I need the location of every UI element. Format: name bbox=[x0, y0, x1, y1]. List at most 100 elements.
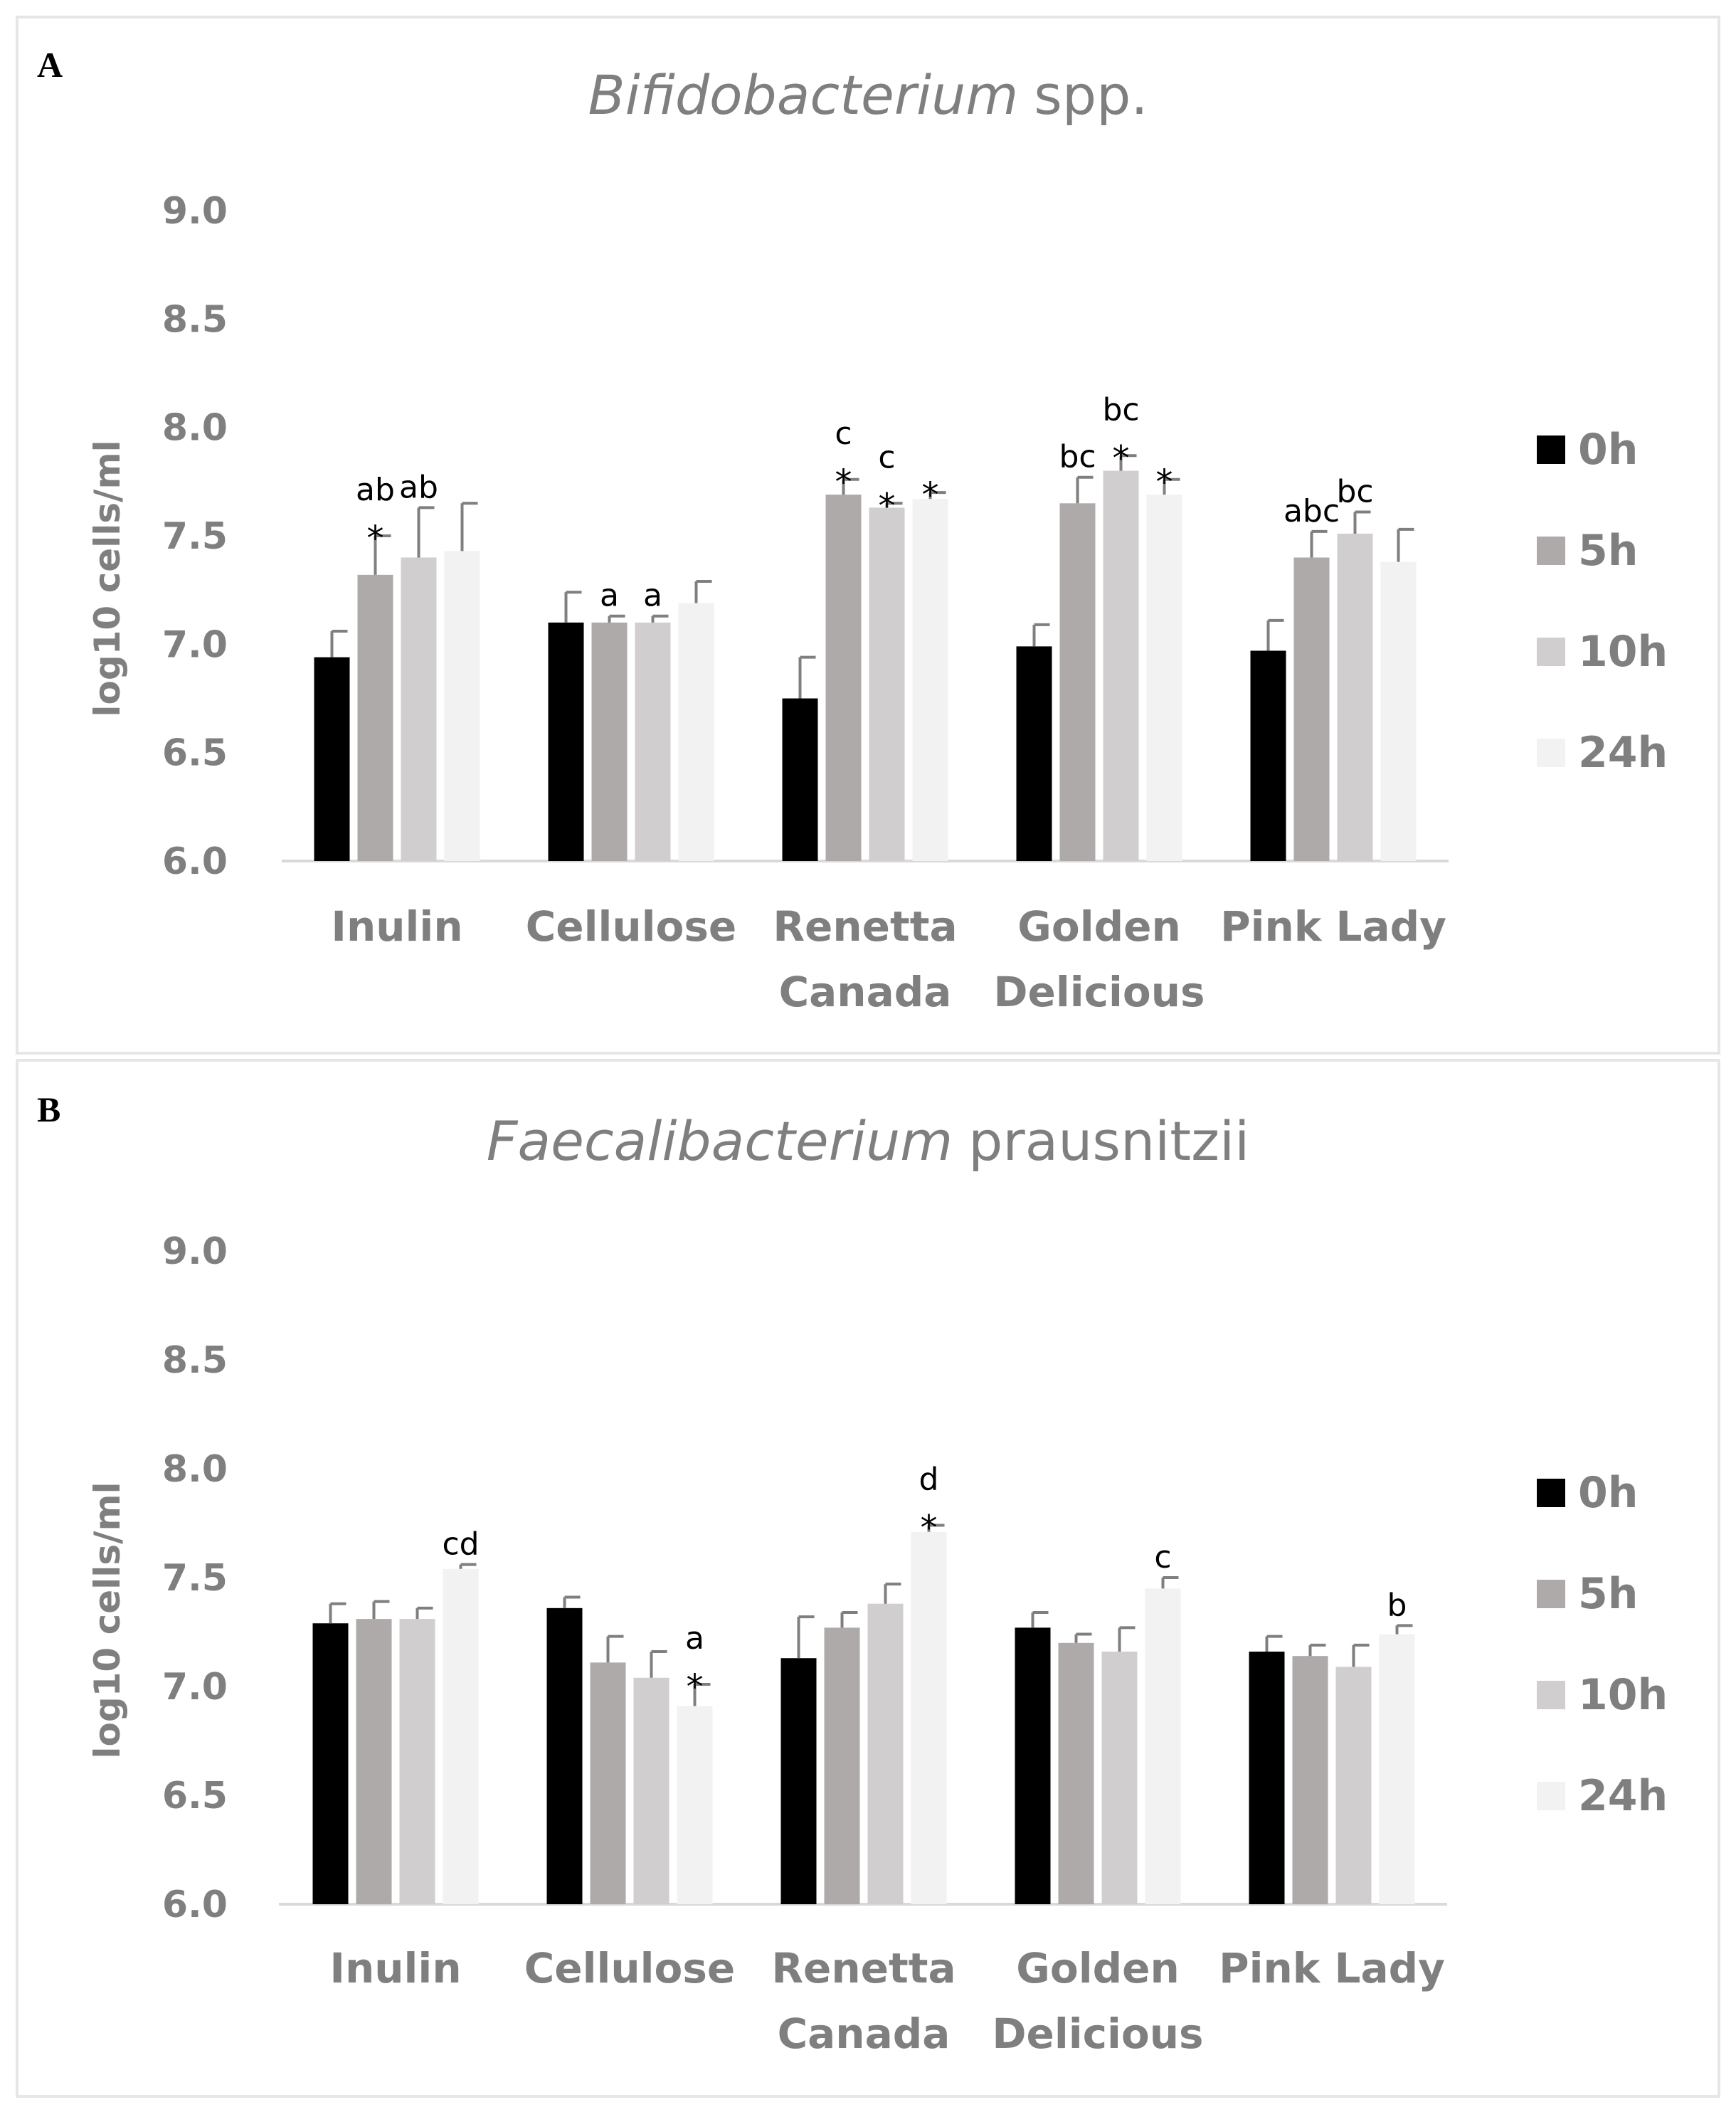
y-tick-label: 7.5 bbox=[162, 515, 228, 558]
significance-star: * bbox=[921, 1509, 938, 1548]
legend-swatch-10h bbox=[1537, 1681, 1565, 1709]
bar-5h-3 bbox=[1059, 503, 1096, 861]
significance-letter: ab bbox=[399, 469, 438, 505]
bar-0h-4 bbox=[1250, 650, 1286, 861]
legend-label-0h: 0h bbox=[1578, 1468, 1638, 1518]
bar-5h-2 bbox=[824, 1627, 860, 1904]
bar-5h-0 bbox=[356, 1619, 392, 1904]
legend-label-24h: 24h bbox=[1578, 1771, 1668, 1821]
significance-star: * bbox=[687, 1667, 704, 1707]
y-tick-label: 8.0 bbox=[162, 407, 228, 450]
bar-10h-4 bbox=[1337, 533, 1373, 861]
chart-title-italic: Faecalibacterium bbox=[487, 1109, 953, 1173]
bar-0h-3 bbox=[1016, 646, 1052, 861]
bar-5h-1 bbox=[591, 622, 628, 861]
significance-letter: a bbox=[600, 578, 619, 614]
bar-24h-3 bbox=[1146, 495, 1182, 861]
category-label: Canada bbox=[778, 2010, 951, 2058]
bar-0h-0 bbox=[312, 1623, 349, 1904]
y-tick-label: 7.5 bbox=[162, 1557, 228, 1600]
y-tick-label: 6.0 bbox=[162, 1884, 228, 1926]
bar-24h-1 bbox=[677, 1706, 713, 1904]
chart-title-1: Faecalibacterium prausnitzii bbox=[487, 1109, 1249, 1173]
category-label: Cellulose bbox=[524, 1944, 736, 1992]
significance-letter: bc bbox=[1102, 391, 1139, 428]
legend-label-10h: 10h bbox=[1578, 627, 1668, 677]
significance-star: * bbox=[367, 519, 384, 559]
category-label: Canada bbox=[779, 968, 952, 1016]
legend-swatch-0h bbox=[1537, 1479, 1565, 1507]
legend-swatch-0h bbox=[1537, 435, 1565, 464]
category-label: Inulin bbox=[331, 902, 462, 951]
y-axis-label-1: log10 cells/ml bbox=[87, 1482, 128, 1758]
category-label: Pink Lady bbox=[1220, 902, 1446, 951]
y-tick-label: 7.0 bbox=[162, 1666, 228, 1709]
significance-letter: b bbox=[1387, 1587, 1407, 1623]
y-axis-label-0: log10 cells/ml bbox=[87, 440, 128, 717]
category-label: Delicious bbox=[993, 968, 1205, 1016]
y-tick-label: 6.5 bbox=[162, 1775, 228, 1817]
bar-24h-4 bbox=[1380, 561, 1417, 861]
bar-5h-4 bbox=[1293, 557, 1330, 861]
category-label: Cellulose bbox=[526, 902, 737, 951]
category-label: Renetta bbox=[773, 902, 957, 951]
y-tick-label: 8.5 bbox=[162, 1339, 228, 1382]
chart-title-rest: spp. bbox=[1034, 63, 1148, 127]
panel-a bbox=[16, 16, 1720, 1055]
legend-swatch-5h bbox=[1537, 537, 1565, 565]
panel-a-letter: A bbox=[37, 45, 63, 85]
y-tick-label: 9.0 bbox=[162, 1230, 228, 1273]
y-tick-label: 7.0 bbox=[162, 623, 228, 666]
significance-star: * bbox=[835, 463, 852, 502]
significance-letter: abc bbox=[1284, 493, 1340, 529]
significance-star: * bbox=[1156, 463, 1173, 502]
bar-10h-3 bbox=[1103, 470, 1139, 861]
significance-letter: c bbox=[835, 416, 852, 452]
y-tick-label: 9.0 bbox=[162, 190, 228, 233]
significance-letter: cd bbox=[442, 1526, 479, 1563]
bar-10h-1 bbox=[633, 1677, 669, 1904]
significance-letter: bc bbox=[1059, 439, 1096, 475]
category-label: Delicious bbox=[992, 2010, 1203, 2058]
bar-10h-4 bbox=[1335, 1667, 1372, 1904]
bar-0h-2 bbox=[780, 1658, 817, 1904]
bar-5h-0 bbox=[357, 574, 393, 861]
bar-0h-1 bbox=[548, 622, 584, 861]
bar-0h-4 bbox=[1249, 1652, 1285, 1904]
legend-label-5h: 5h bbox=[1578, 526, 1638, 576]
bar-24h-3 bbox=[1145, 1588, 1181, 1904]
bar-10h-2 bbox=[867, 1603, 904, 1904]
legend-label-10h: 10h bbox=[1578, 1670, 1668, 1720]
significance-letter: a bbox=[685, 1620, 704, 1657]
legend-swatch-24h bbox=[1537, 1782, 1565, 1810]
bar-24h-2 bbox=[912, 499, 948, 861]
bar-24h-2 bbox=[911, 1531, 947, 1904]
bar-10h-3 bbox=[1101, 1652, 1138, 1904]
y-tick-label: 6.5 bbox=[162, 732, 228, 775]
bar-0h-0 bbox=[314, 657, 350, 861]
significance-star: * bbox=[922, 475, 939, 515]
y-tick-label: 6.0 bbox=[162, 840, 228, 883]
bar-0h-3 bbox=[1015, 1627, 1051, 1904]
bar-10h-2 bbox=[869, 507, 905, 861]
legend-swatch-5h bbox=[1537, 1580, 1565, 1608]
bar-24h-0 bbox=[443, 1568, 479, 1904]
significance-letter: ab bbox=[356, 472, 395, 508]
panel-b-letter: B bbox=[37, 1089, 61, 1129]
legend-label-5h: 5h bbox=[1578, 1569, 1638, 1619]
chart-title-italic: Bifidobacterium bbox=[588, 63, 1018, 127]
category-label: Golden bbox=[1016, 1944, 1179, 1992]
bar-5h-4 bbox=[1292, 1656, 1328, 1904]
bar-24h-0 bbox=[444, 551, 480, 861]
significance-letter: bc bbox=[1336, 473, 1373, 509]
chart-title-rest: prausnitzii bbox=[968, 1109, 1249, 1173]
bar-24h-1 bbox=[678, 603, 714, 861]
bar-24h-4 bbox=[1379, 1634, 1415, 1904]
bar-5h-3 bbox=[1058, 1642, 1094, 1904]
bar-0h-1 bbox=[546, 1607, 583, 1904]
significance-letter: c bbox=[1154, 1539, 1171, 1575]
panel-b bbox=[16, 1059, 1720, 2098]
chart-title-0: Bifidobacterium spp. bbox=[588, 63, 1148, 127]
y-tick-label: 8.0 bbox=[162, 1448, 228, 1491]
